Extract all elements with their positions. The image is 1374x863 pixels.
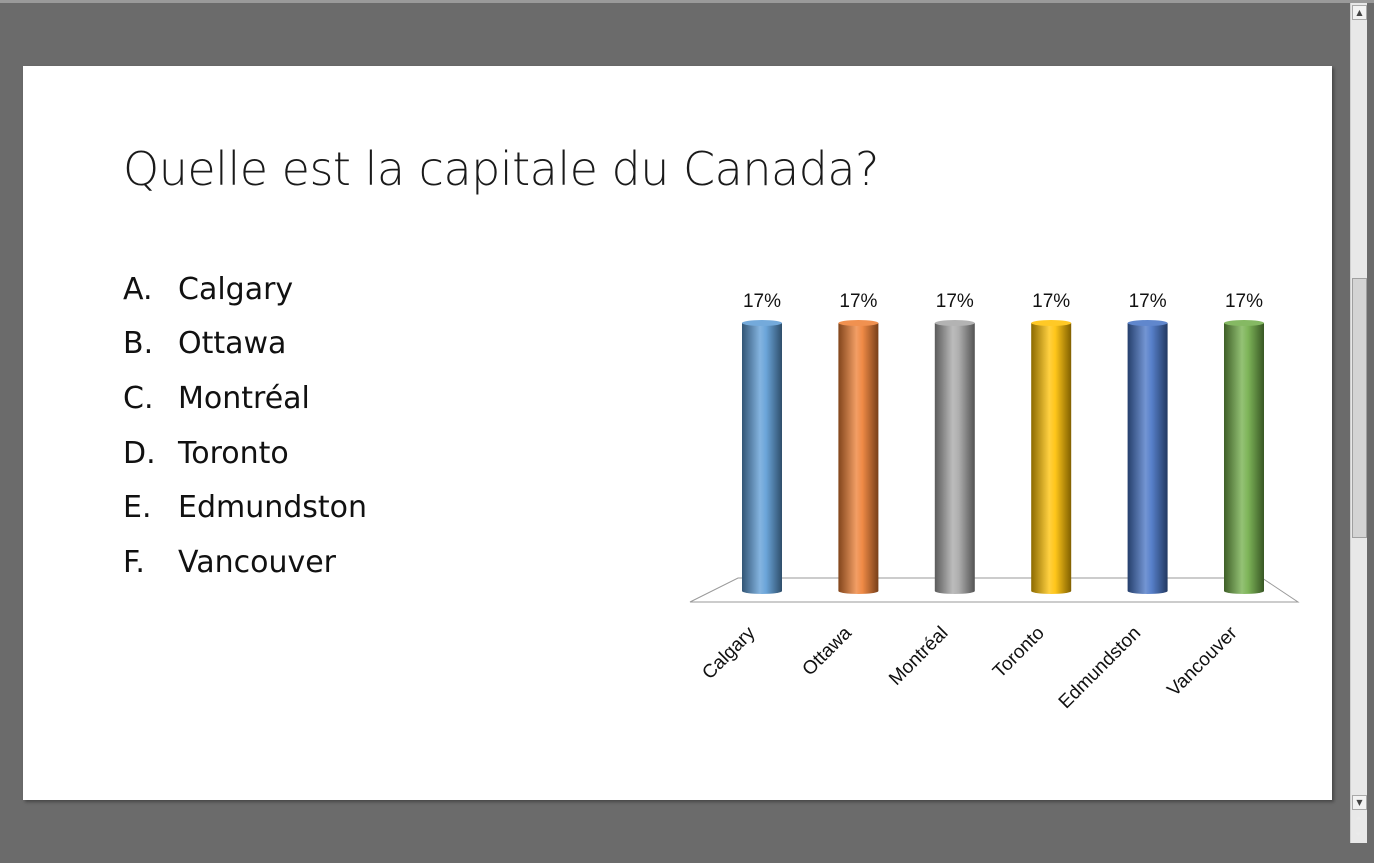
bar-vancouver[interactable]: [1224, 323, 1264, 594]
bar-toronto[interactable]: [1031, 323, 1072, 594]
option-letter: D.: [123, 435, 156, 471]
category-label: Ottawa: [799, 622, 857, 680]
option-text: Ottawa: [178, 326, 287, 362]
data-label: 17%: [1129, 291, 1167, 312]
option-text: Toronto: [178, 435, 289, 471]
chart-data-labels: 17% 17% 17% 17% 17% 17%: [743, 291, 1263, 312]
category-label: Calgary: [698, 622, 759, 683]
bar-top-cap: [838, 320, 879, 326]
slide-title[interactable]: Quelle est la capitale du Canada?: [123, 142, 879, 196]
data-label: 17%: [743, 291, 781, 312]
bar-edmundston[interactable]: [1127, 323, 1168, 594]
option-f[interactable]: F. Vancouver: [123, 535, 367, 590]
bar-top-cap: [1031, 320, 1072, 326]
vertical-scrollbar[interactable]: ▲ ▼: [1350, 3, 1367, 843]
option-text: Calgary: [178, 271, 294, 307]
option-text: Edmundston: [178, 490, 368, 526]
scroll-down-icon[interactable]: ▼: [1352, 795, 1367, 810]
category-label: Vancouver: [1163, 622, 1242, 701]
data-label: 17%: [1032, 291, 1070, 312]
option-text: Montréal: [178, 380, 310, 416]
bar-top-cap: [1224, 320, 1264, 326]
option-b[interactable]: B. Ottawa: [123, 317, 367, 372]
option-e[interactable]: E. Edmundston: [123, 480, 367, 535]
bar-ottawa[interactable]: [838, 323, 879, 594]
category-label: Toronto: [989, 623, 1049, 683]
option-letter: C.: [123, 380, 154, 416]
bar-top-cap: [742, 320, 782, 326]
category-label: Edmundston: [1055, 623, 1145, 713]
category-label: Montréal: [885, 623, 952, 690]
previous-slide-icon[interactable]: ⏶: [1354, 814, 1363, 824]
slide-canvas[interactable]: Quelle est la capitale du Canada? A. Calg…: [23, 66, 1332, 800]
data-label: 17%: [839, 291, 877, 312]
bar-top-cap: [934, 320, 975, 326]
option-d[interactable]: D. Toronto: [123, 426, 367, 481]
option-a[interactable]: A. Calgary: [123, 262, 367, 317]
option-letter: A.: [123, 271, 153, 307]
scrollbar-thumb[interactable]: [1352, 278, 1367, 538]
chart-bars: [742, 320, 1264, 594]
data-label: 17%: [1225, 291, 1263, 312]
bar-montreal[interactable]: [934, 323, 975, 594]
window-top-border: [0, 0, 1374, 3]
bar-calgary[interactable]: [742, 323, 782, 594]
option-text: Vancouver: [178, 544, 336, 580]
next-slide-icon[interactable]: ⏷: [1354, 830, 1363, 840]
option-letter: B.: [123, 326, 154, 362]
option-letter: F.: [123, 544, 145, 580]
scroll-up-icon[interactable]: ▲: [1352, 5, 1367, 20]
bar-top-cap: [1127, 320, 1168, 326]
data-label: 17%: [936, 291, 974, 312]
option-c[interactable]: C. Montréal: [123, 371, 367, 426]
answer-options-list: A. Calgary B. Ottawa C. Montréal D. Toronto …: [123, 262, 367, 590]
option-letter: E.: [123, 490, 152, 526]
chart-category-labels: Calgary Ottawa Montréal Toronto Edmundston Va…: [698, 622, 1242, 713]
